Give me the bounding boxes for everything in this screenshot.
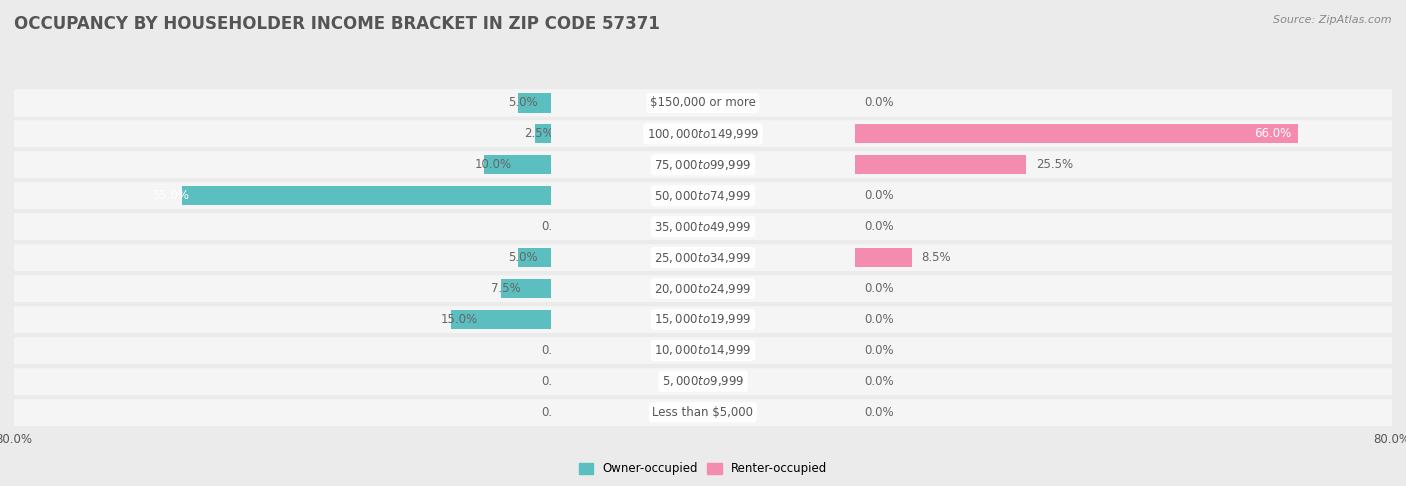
Text: OCCUPANCY BY HOUSEHOLDER INCOME BRACKET IN ZIP CODE 57371: OCCUPANCY BY HOUSEHOLDER INCOME BRACKET … [14,15,659,33]
Text: $35,000 to $49,999: $35,000 to $49,999 [654,220,752,234]
Text: 7.5%: 7.5% [491,282,520,295]
Bar [501,279,551,298]
Bar [551,399,855,426]
Bar [855,151,1392,178]
Bar [14,182,551,209]
Text: $150,000 or more: $150,000 or more [650,96,756,109]
Bar [551,244,855,271]
Text: 0.0%: 0.0% [865,313,894,326]
Bar [534,124,551,143]
Text: 25.5%: 25.5% [1036,158,1073,171]
Bar [551,306,855,333]
Text: 15.0%: 15.0% [440,313,478,326]
Text: $10,000 to $14,999: $10,000 to $14,999 [654,344,752,357]
Bar [181,186,551,205]
Bar [551,213,855,240]
Text: $25,000 to $34,999: $25,000 to $34,999 [654,251,752,264]
Bar [14,120,551,147]
Text: 0.0%: 0.0% [865,406,894,419]
Bar [14,151,551,178]
Text: 0.0%: 0.0% [541,344,571,357]
Bar [855,124,1298,143]
Text: $5,000 to $9,999: $5,000 to $9,999 [662,374,744,388]
Legend: Owner-occupied, Renter-occupied: Owner-occupied, Renter-occupied [574,458,832,480]
Text: 10.0%: 10.0% [474,158,512,171]
Bar [551,337,855,364]
Text: 0.0%: 0.0% [865,375,894,388]
Text: 0.0%: 0.0% [541,375,571,388]
Bar [855,244,1392,271]
Text: 0.0%: 0.0% [865,189,894,202]
Bar [517,93,551,113]
Text: 0.0%: 0.0% [541,220,571,233]
Bar [14,337,551,364]
Bar [14,275,551,302]
Bar [14,213,551,240]
Text: $20,000 to $24,999: $20,000 to $24,999 [654,281,752,295]
Bar [551,182,855,209]
Bar [551,89,855,117]
Bar [14,368,551,395]
Text: 0.0%: 0.0% [865,220,894,233]
Bar [14,244,551,271]
Bar [855,399,1392,426]
Bar [14,399,551,426]
Bar [855,213,1392,240]
Text: 66.0%: 66.0% [1254,127,1291,140]
Text: $15,000 to $19,999: $15,000 to $19,999 [654,312,752,327]
Bar [551,120,855,147]
Bar [855,120,1392,147]
Text: 2.5%: 2.5% [524,127,554,140]
Bar [451,310,551,329]
Text: $100,000 to $149,999: $100,000 to $149,999 [647,127,759,141]
Bar [855,275,1392,302]
Text: Less than $5,000: Less than $5,000 [652,406,754,419]
Bar [855,306,1392,333]
Bar [855,155,1026,174]
Bar [517,248,551,267]
Bar [484,155,551,174]
Text: 5.0%: 5.0% [508,251,537,264]
Text: 8.5%: 8.5% [922,251,952,264]
Text: 0.0%: 0.0% [865,344,894,357]
Text: 0.0%: 0.0% [865,282,894,295]
Bar [551,368,855,395]
Text: 5.0%: 5.0% [508,96,537,109]
Text: Source: ZipAtlas.com: Source: ZipAtlas.com [1274,15,1392,25]
Bar [551,151,855,178]
Text: $50,000 to $74,999: $50,000 to $74,999 [654,189,752,203]
Bar [855,248,911,267]
Text: 0.0%: 0.0% [865,96,894,109]
Bar [14,306,551,333]
Bar [855,337,1392,364]
Bar [551,275,855,302]
Bar [855,89,1392,117]
Bar [855,368,1392,395]
Text: 55.0%: 55.0% [152,189,188,202]
Text: 0.0%: 0.0% [541,406,571,419]
Bar [14,89,551,117]
Text: $75,000 to $99,999: $75,000 to $99,999 [654,158,752,172]
Bar [855,182,1392,209]
